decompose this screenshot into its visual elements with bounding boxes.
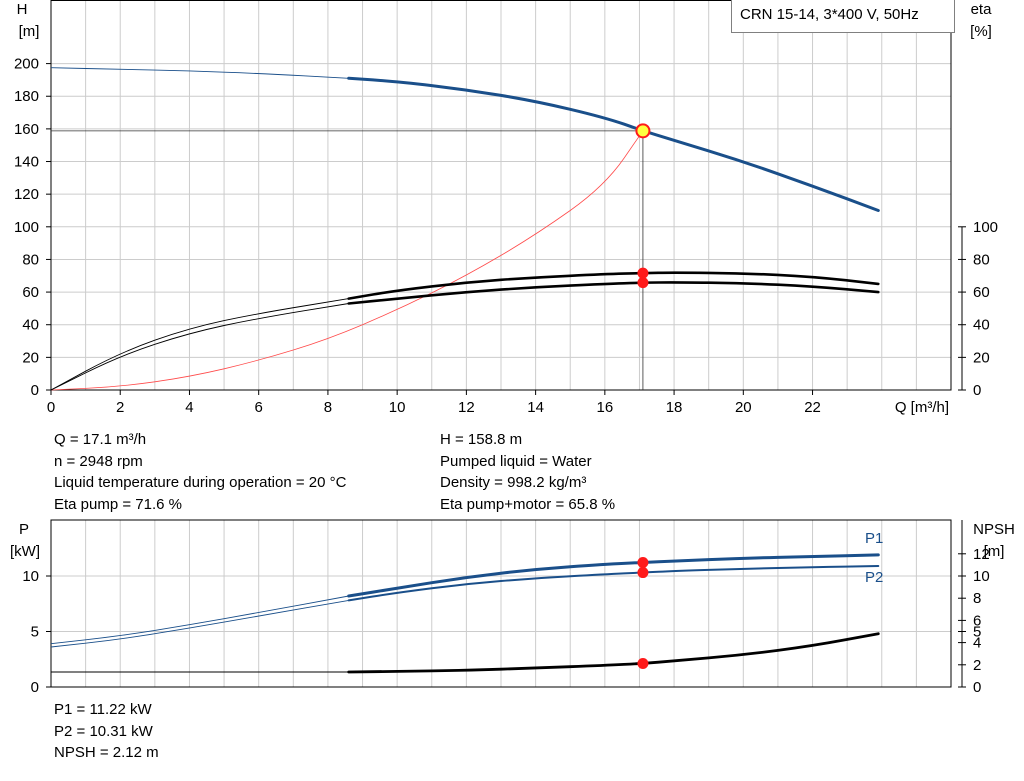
- eta-pump-motor-curve-extrapolated: [50, 303, 349, 391]
- y2-axis-unit-eta: [%]: [970, 23, 992, 40]
- duty-point-eta-pump: [637, 267, 649, 279]
- chart-curves: [50, 67, 880, 674]
- info-left: Q = 17.1 m³/h n = 2948 rpm Liquid temper…: [54, 429, 346, 515]
- info-eta-pump-motor: Eta pump+motor = 65.8 %: [440, 495, 616, 513]
- eta-pump-motor-curve: [347, 281, 880, 305]
- y2-tick-label-npsh: 10: [973, 568, 990, 585]
- p1-curve: [347, 553, 880, 598]
- x-tick-label-q: 20: [735, 399, 752, 416]
- chart-axes: [46, 0, 966, 688]
- p2-curve-extrapolated: [50, 599, 349, 648]
- y-tick-label-h: 120: [14, 186, 39, 203]
- duty-point-head: [635, 123, 651, 139]
- y-tick-label-h: 180: [14, 88, 39, 105]
- bottom-plot-frame: [50, 519, 952, 688]
- eta-pump-curve: [347, 271, 880, 300]
- x-tick-label-q: 12: [458, 399, 475, 416]
- p2-curve-label: P2: [865, 569, 883, 586]
- duty-point-p1: [637, 556, 649, 568]
- x-tick-label-q: 2: [116, 399, 124, 416]
- duty-points: [635, 123, 651, 669]
- info-eta-pump: Eta pump = 71.6 %: [54, 495, 182, 513]
- y2-axis-label-eta: eta: [971, 1, 993, 18]
- y-tick-label-p: 10: [22, 568, 39, 585]
- p2-curve: [347, 565, 880, 602]
- x-tick-label-q: 22: [804, 399, 821, 416]
- y2-tick-label-eta: 0: [973, 382, 981, 399]
- y-tick-label-h: 100: [14, 219, 39, 236]
- info-h: H = 158.8 m: [440, 431, 523, 448]
- y2-tick-label-npsh: 12: [973, 546, 990, 563]
- y2-tick-label-npsh: 0: [973, 679, 981, 696]
- info-liquid-temp: Liquid temperature during operation = 20…: [54, 474, 347, 491]
- x-tick-label-q: 18: [666, 399, 683, 416]
- x-tick-label-q: 0: [47, 399, 55, 416]
- y-axis-label-p: P: [19, 521, 29, 538]
- y2-tick-label-npsh: 2: [973, 657, 981, 674]
- bottom-chart-grid: [51, 520, 951, 687]
- y-tick-label-p: 5: [31, 624, 39, 641]
- y2-tick-label-eta: 20: [973, 349, 990, 366]
- duty-point-eta-pump-motor: [637, 277, 649, 289]
- info-p1: P1 = 11.22 kW: [54, 701, 152, 718]
- info-pumped-liquid: Pumped liquid = Water: [440, 452, 592, 470]
- y-tick-label-h: 40: [22, 317, 39, 334]
- y2-tick-label-eta: 40: [973, 317, 990, 334]
- info-p2: P2 = 10.31 kW: [54, 722, 153, 740]
- npsh-curve: [347, 632, 880, 674]
- y2-tick-label-eta: 80: [973, 251, 990, 268]
- chart-labels: H[m]eta[%]020406080100120140160180200020…: [10, 1, 1015, 696]
- duty-point-p2: [637, 567, 649, 579]
- eta-pump-curve-extrapolated: [50, 298, 349, 391]
- head-curve: [347, 76, 880, 212]
- duty-point-npsh: [637, 657, 649, 669]
- y-tick-label-h: 200: [14, 56, 39, 73]
- info-n: n = 2948 rpm: [54, 452, 143, 470]
- y2-axis-label-npsh: NPSH: [973, 521, 1015, 538]
- y2-tick-label-npsh: 8: [973, 590, 981, 607]
- y2-axis-unit-npsh: [m]: [984, 543, 1005, 560]
- y-tick-label-h: 140: [14, 154, 39, 171]
- y-tick-label-h: 0: [31, 382, 39, 399]
- x-tick-label-q: 14: [527, 399, 544, 416]
- y-tick-label-h: 160: [14, 121, 39, 138]
- info-npsh: NPSH = 2.12 m: [54, 744, 159, 761]
- x-tick-label-q: 4: [185, 399, 193, 416]
- y-axis-unit-p: [kW]: [10, 543, 40, 560]
- top-plot-frame: [50, 0, 952, 391]
- y2-tick-label-eta: 100: [973, 219, 998, 236]
- y2-tick-label-eta: 60: [973, 284, 990, 301]
- y-tick-label-h: 20: [22, 349, 39, 366]
- y2-tick-label-npsh: 5: [973, 624, 981, 641]
- p1-curve-extrapolated: [50, 595, 349, 645]
- pump-title-box: CRN 15-14, 3*400 V, 50Hz: [731, 0, 955, 33]
- top-chart-grid: [51, 0, 951, 390]
- info-q: Q = 17.1 m³/h: [54, 431, 147, 448]
- y-axis-label-h: H: [17, 1, 28, 18]
- info-right: H = 158.8 m Pumped liquid = Water Densit…: [440, 429, 615, 515]
- y-tick-label-p: 0: [31, 679, 39, 696]
- x-tick-label-q: 6: [255, 399, 263, 416]
- y2-tick-label-npsh: 6: [973, 612, 981, 629]
- info-bottom: P1 = 11.22 kW P2 = 10.31 kW NPSH = 2.12 …: [54, 699, 159, 764]
- p1-curve-label: P1: [865, 530, 883, 547]
- x-tick-label-q: 16: [597, 399, 614, 416]
- x-axis-label-q: Q [m³/h]: [895, 399, 949, 416]
- y-tick-label-h: 80: [22, 251, 39, 268]
- info-density: Density = 998.2 kg/m³: [440, 474, 587, 491]
- pump-title: CRN 15-14, 3*400 V, 50Hz: [740, 6, 919, 23]
- x-tick-label-q: 8: [324, 399, 332, 416]
- head-curve-extrapolated: [50, 67, 349, 79]
- x-tick-label-q: 10: [389, 399, 406, 416]
- system-curve: [50, 130, 644, 391]
- y-axis-unit-h: [m]: [19, 23, 40, 40]
- y2-tick-label-npsh: 4: [973, 635, 981, 652]
- y-tick-label-h: 60: [22, 284, 39, 301]
